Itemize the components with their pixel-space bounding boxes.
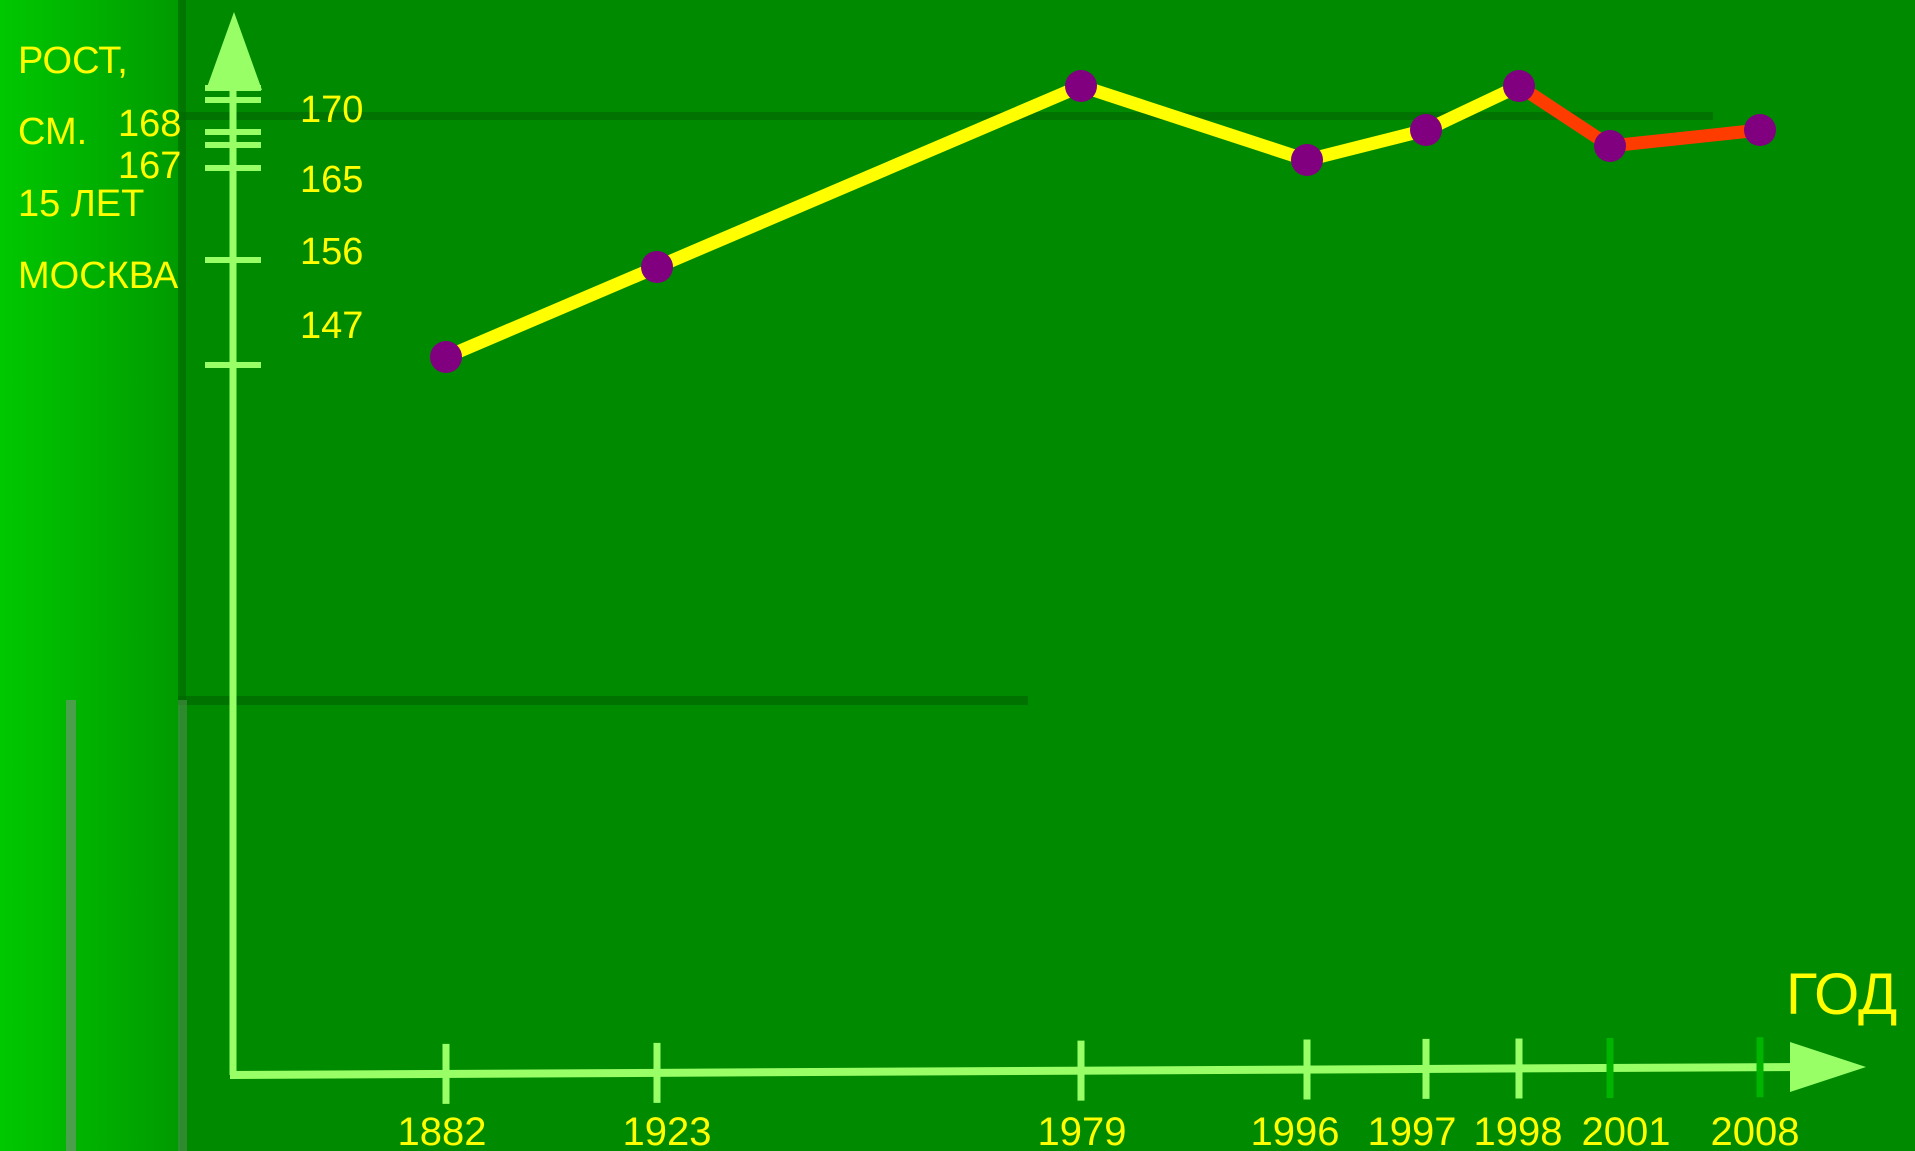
x-tick-label-2001: 2001 [1582, 1110, 1671, 1151]
y-axis-title-line-3: 15 ЛЕТ [18, 183, 145, 225]
x-tick-label-1996: 1996 [1251, 1110, 1340, 1151]
y-axis-title-line-2: СМ. [18, 111, 88, 153]
x-axis-line [229, 1063, 1806, 1079]
data-point-1923 [641, 251, 673, 283]
x-axis-title: ГОД [1786, 962, 1898, 1027]
x-axis-arrowhead [1790, 1042, 1866, 1092]
line-segment-1998-2001 [1512, 79, 1617, 153]
x-tick-label-1997: 1997 [1368, 1110, 1457, 1151]
line-segment-1996-1997 [1300, 123, 1433, 167]
line-segment-1882-1923 [439, 260, 664, 364]
y-tick-label-165: 165 [300, 159, 363, 201]
data-point-1997 [1410, 114, 1442, 146]
data-point-2008 [1744, 114, 1776, 146]
data-point-1996 [1291, 144, 1323, 176]
line-segment-1997-1998 [1419, 79, 1526, 137]
data-point-2001 [1594, 130, 1626, 162]
y-tick-label-170: 170 [300, 89, 363, 131]
y-tick-label-168: 168 [118, 103, 181, 145]
line-segment-1979-1996 [1074, 79, 1314, 167]
x-tick-label-2008: 2008 [1711, 1110, 1800, 1151]
y-tick-label-147: 147 [300, 305, 363, 347]
line-segment-2001-2008 [1603, 123, 1767, 153]
data-point-1998 [1503, 70, 1535, 102]
y-tick-label-156: 156 [300, 231, 363, 273]
x-tick-label-1998: 1998 [1474, 1110, 1563, 1151]
line-segment-1923-1979 [650, 79, 1088, 274]
x-tick-label-1923: 1923 [623, 1110, 712, 1151]
y-axis-title-line-4: МОСКВА [18, 255, 179, 297]
data-point-1979 [1065, 70, 1097, 102]
x-tick-label-1882: 1882 [398, 1110, 487, 1151]
data-point-1882 [430, 341, 462, 373]
x-tick-label-1979: 1979 [1038, 1110, 1127, 1151]
y-axis-title-line-1: РОСТ, [18, 40, 128, 82]
y-tick-label-167: 167 [118, 145, 181, 187]
y-axis-arrowhead [206, 12, 262, 90]
